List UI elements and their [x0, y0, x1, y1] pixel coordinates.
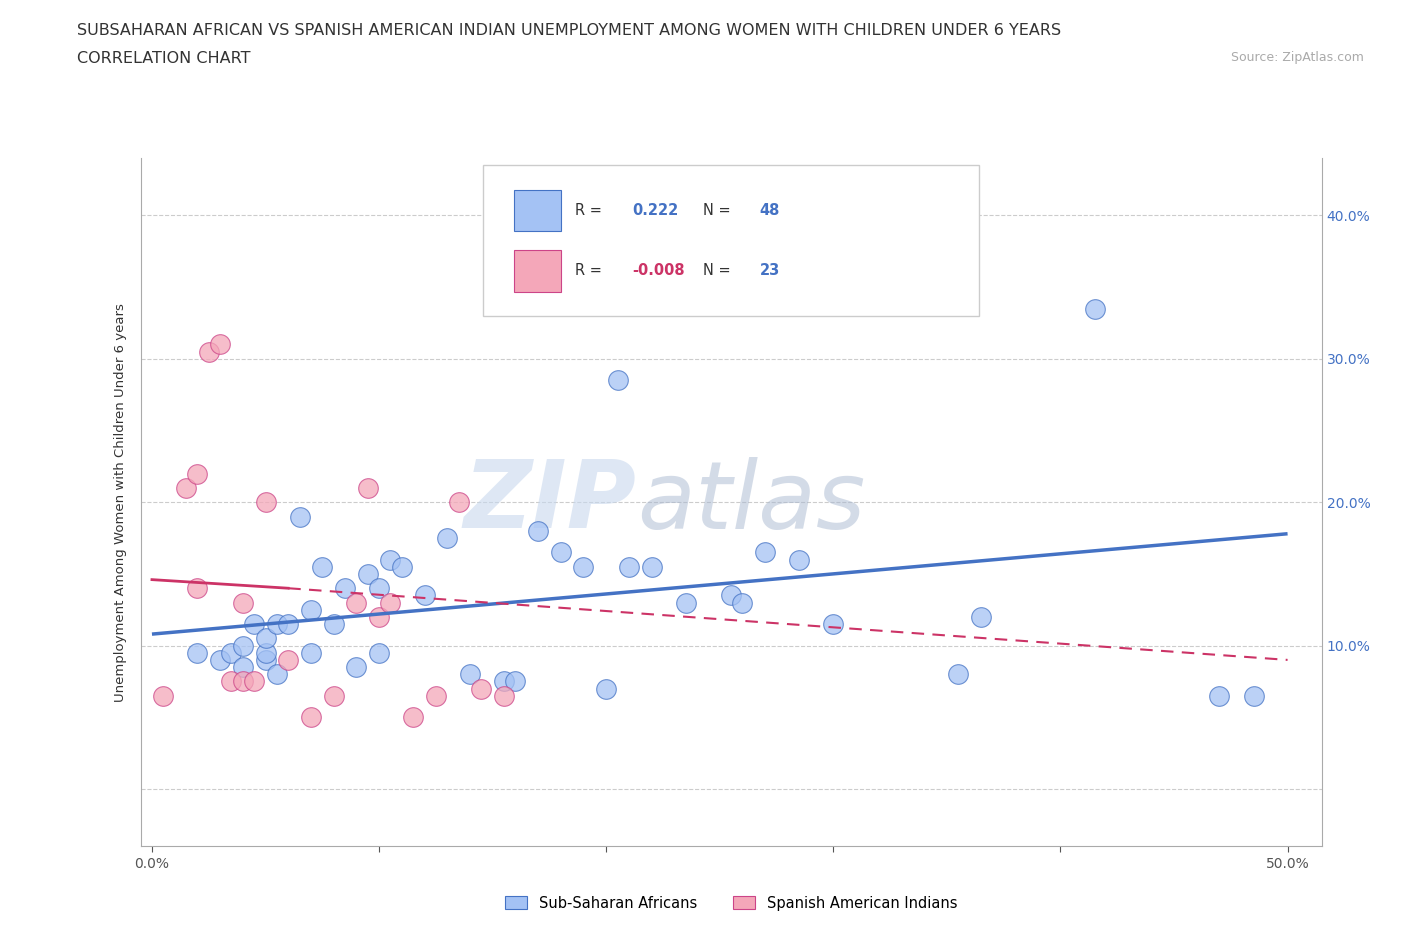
Point: [1243, 688, 1265, 703]
Point: [266, 617, 288, 631]
Point: [254, 495, 277, 510]
Point: [1208, 688, 1230, 703]
Point: [402, 710, 425, 724]
Point: [254, 631, 277, 645]
Point: [209, 337, 232, 352]
Point: [572, 559, 595, 574]
Point: [754, 545, 776, 560]
Point: [243, 674, 266, 689]
Point: [266, 667, 288, 682]
Point: [948, 667, 970, 682]
Point: [823, 617, 845, 631]
Point: [232, 638, 254, 653]
Point: [344, 659, 367, 674]
Point: [470, 681, 492, 696]
Point: [834, 251, 856, 266]
Point: [675, 595, 697, 610]
Point: [492, 674, 515, 689]
Text: -0.008: -0.008: [631, 263, 685, 278]
Point: [322, 688, 344, 703]
Point: [357, 566, 380, 581]
Point: [447, 495, 470, 510]
Text: Source: ZipAtlas.com: Source: ZipAtlas.com: [1230, 51, 1364, 64]
Point: [254, 653, 277, 668]
FancyBboxPatch shape: [484, 165, 979, 316]
Point: [720, 588, 742, 603]
Point: [221, 645, 243, 660]
Point: [505, 674, 527, 689]
Point: [186, 645, 208, 660]
Point: [232, 659, 254, 674]
Point: [322, 617, 344, 631]
Point: [368, 645, 391, 660]
Text: R =: R =: [575, 263, 607, 278]
Point: [254, 645, 277, 660]
Point: [425, 688, 447, 703]
Point: [299, 603, 322, 618]
Point: [197, 344, 219, 359]
Text: 23: 23: [759, 263, 780, 278]
Text: 0.222: 0.222: [631, 203, 678, 218]
Y-axis label: Unemployment Among Women with Children Under 6 years: Unemployment Among Women with Children U…: [114, 303, 128, 701]
Point: [380, 595, 402, 610]
Point: [606, 373, 628, 388]
Point: [299, 645, 322, 660]
Point: [458, 667, 481, 682]
Point: [368, 609, 391, 624]
Point: [731, 595, 754, 610]
Point: [232, 674, 254, 689]
Text: 48: 48: [759, 203, 780, 218]
Point: [787, 552, 810, 567]
Point: [288, 509, 311, 524]
Point: [186, 466, 208, 481]
Text: CORRELATION CHART: CORRELATION CHART: [77, 51, 250, 66]
Point: [186, 580, 208, 595]
Point: [970, 609, 993, 624]
Point: [299, 710, 322, 724]
Point: [311, 559, 333, 574]
Text: SUBSAHARAN AFRICAN VS SPANISH AMERICAN INDIAN UNEMPLOYMENT AMONG WOMEN WITH CHIL: SUBSAHARAN AFRICAN VS SPANISH AMERICAN I…: [77, 23, 1062, 38]
Point: [391, 559, 413, 574]
Point: [492, 688, 515, 703]
Point: [357, 481, 380, 496]
Point: [1083, 301, 1105, 316]
Text: R =: R =: [575, 203, 607, 218]
Point: [550, 545, 572, 560]
Point: [527, 524, 550, 538]
Point: [277, 653, 299, 668]
FancyBboxPatch shape: [513, 190, 561, 231]
Text: atlas: atlas: [637, 457, 865, 548]
Point: [640, 559, 662, 574]
Point: [232, 595, 254, 610]
Point: [209, 653, 232, 668]
Point: [277, 617, 299, 631]
Point: [344, 595, 367, 610]
Legend: Sub-Saharan Africans, Spanish American Indians: Sub-Saharan Africans, Spanish American I…: [498, 888, 965, 918]
Point: [380, 552, 402, 567]
Point: [333, 580, 356, 595]
FancyBboxPatch shape: [513, 250, 561, 292]
Text: ZIP: ZIP: [464, 457, 637, 548]
Text: N =: N =: [703, 263, 735, 278]
Point: [221, 674, 243, 689]
Point: [152, 688, 174, 703]
Point: [243, 617, 266, 631]
Text: N =: N =: [703, 203, 735, 218]
Point: [595, 681, 617, 696]
Point: [413, 588, 436, 603]
Point: [617, 559, 640, 574]
Point: [368, 580, 391, 595]
Point: [174, 481, 197, 496]
Point: [436, 531, 458, 546]
